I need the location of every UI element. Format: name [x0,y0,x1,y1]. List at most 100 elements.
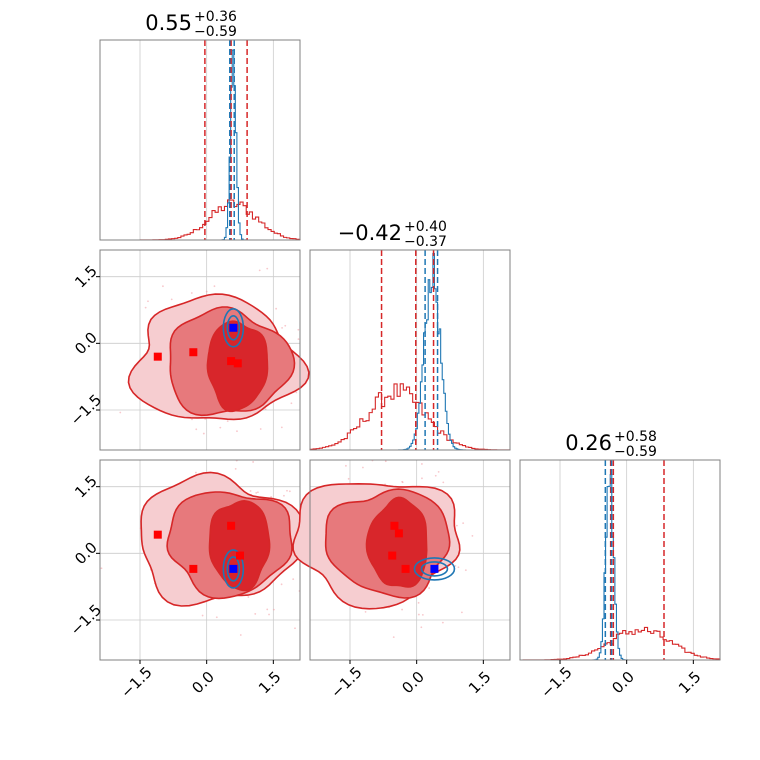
scatter-point [240,634,242,636]
scatter-point [259,269,261,271]
scatter-point [286,490,288,492]
scatter-point [202,615,204,617]
title-plus: +0.36 [194,9,237,25]
scatter-point [119,412,121,414]
scatter-point [297,329,299,331]
title-value: 0.55 [145,11,192,35]
scatter-point [291,402,293,404]
scatter-point [247,596,249,598]
y-tick-label: 0.0 [71,539,101,569]
diagonal-panel-1 [100,40,300,240]
scatter-point [273,609,275,611]
scatter-point [260,428,262,430]
scatter-point [219,427,221,429]
red-marker [402,565,410,573]
scatter-point [292,578,294,580]
y-tick-label: 1.5 [71,472,101,502]
scatter-point [298,338,300,340]
scatter-point [345,465,347,467]
scatter-point [147,300,149,302]
scatter-point [266,609,268,611]
scatter-point [195,472,197,474]
panel-frame [520,460,720,660]
red-marker [154,531,162,539]
blue-marker [229,324,237,332]
diagonal-grid-2 [350,250,483,450]
scatter-point [462,522,464,524]
red-marker [395,529,403,537]
x-tick-label: −1.5 [117,663,155,701]
scatter-point [255,492,257,494]
corner-plot: 0.55 +0.36−0.59−0.42 +0.40−0.370.26 +0.58−0… [0,0,760,760]
scatter-point [281,327,283,329]
y-tick-label: 0.0 [71,329,101,359]
scatter-point [191,292,193,294]
title-value: −0.42 [338,221,402,245]
scatter-point [289,490,291,492]
scatter-point [268,614,270,616]
scatter-point [428,587,430,589]
pair-panel-2 [100,460,306,660]
scatter-point [465,569,467,571]
scatter-point [206,291,208,293]
scatter-point [294,627,296,629]
scatter-point [435,475,437,477]
scatter-point [393,636,395,638]
diagonal-grid-3 [560,460,693,660]
scatter-point [214,285,216,287]
title-plus: +0.58 [614,429,657,445]
red-marker [236,552,244,560]
scatter-point [203,433,205,435]
diagonal-panel-3 [520,460,720,660]
scatter-point [227,420,229,422]
scatter-point [281,426,283,428]
scatter-point [418,602,420,604]
panel-title-3: 0.26 +0.58−0.59 [565,429,657,460]
y-tick-label: 1.5 [71,262,101,292]
scatter-point [284,325,286,327]
pair-panel-3 [293,460,510,660]
panel-frame [100,40,300,240]
title-plus: +0.40 [404,219,447,235]
scatter-point [250,490,252,492]
red-marker [388,552,396,560]
x-tick-label: 1.5 [465,668,495,698]
scatter-point [265,408,267,410]
red-marker [227,522,235,530]
scatter-point [421,463,423,465]
title-value: 0.26 [565,431,612,455]
x-tick-label: 1.5 [255,668,285,698]
diagonal-panel-2 [310,250,510,450]
scatter-point [385,460,387,462]
histogram-step [100,50,300,240]
histogram-step [100,200,300,240]
scatter-point [283,495,285,497]
scatter-point [171,298,173,300]
title-minus: −0.59 [614,444,657,460]
scatter-point [442,622,444,624]
x-tick-label: 1.5 [675,668,705,698]
scatter-point [254,613,256,615]
scatter-point [275,308,277,310]
scatter-point [365,611,367,613]
panel-title-2: −0.42 +0.40−0.37 [338,219,447,250]
panel-frame [310,250,510,450]
x-tick-label: 0.0 [608,668,638,698]
red-marker [189,348,197,356]
scatter-point [421,477,423,479]
scatter-point [418,614,420,616]
scatter-point [438,471,440,473]
scatter-point [402,481,404,483]
scatter-point [461,611,463,613]
x-tick-label: −1.5 [327,663,365,701]
scatter-point [401,609,403,611]
scatter-point [236,430,238,432]
histogram-step [310,384,510,450]
x-tick-label: −1.5 [537,663,575,701]
scatter-point [281,583,283,585]
panel-title-1: 0.55 +0.36−0.59 [145,9,237,40]
scatter-point [191,418,193,420]
blue-marker [430,565,438,573]
scatter-point [456,525,458,527]
scatter-point [235,468,237,470]
